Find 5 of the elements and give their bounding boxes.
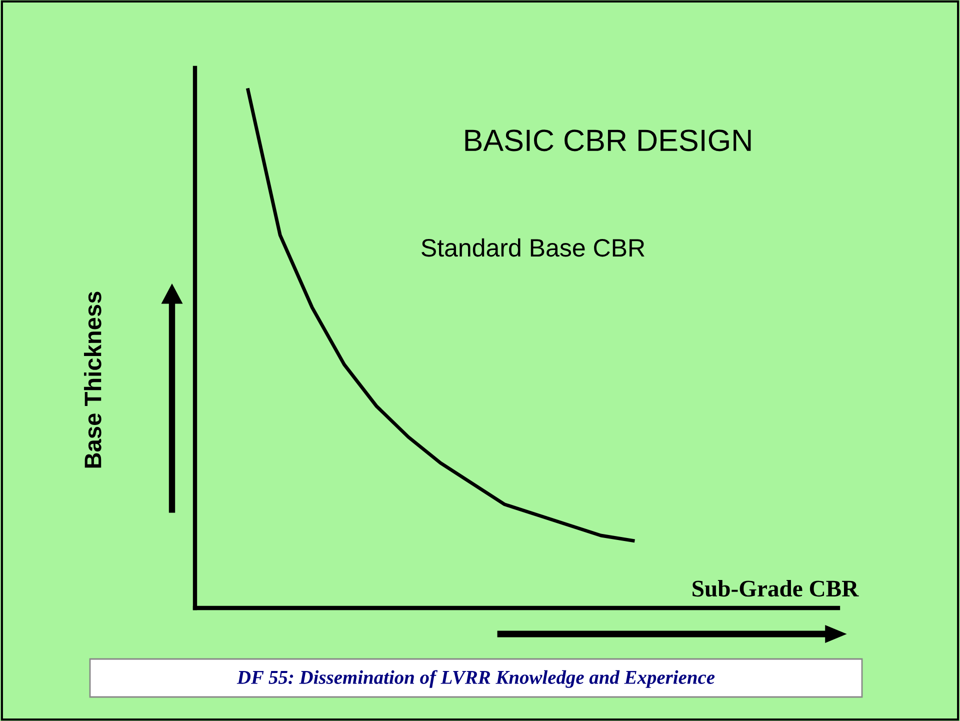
- text: Base Thickness: [84, 292, 102, 468]
- text: BASIC CBR DESIGN: [465, 130, 751, 152]
- text: Standard Base CBR: [422, 238, 644, 257]
- x-axis-title: Sub-Grade CBR: [692, 580, 859, 597]
- text: DF 55: Dissemination of LVRR Knowledge and Experience: [236, 670, 715, 688]
